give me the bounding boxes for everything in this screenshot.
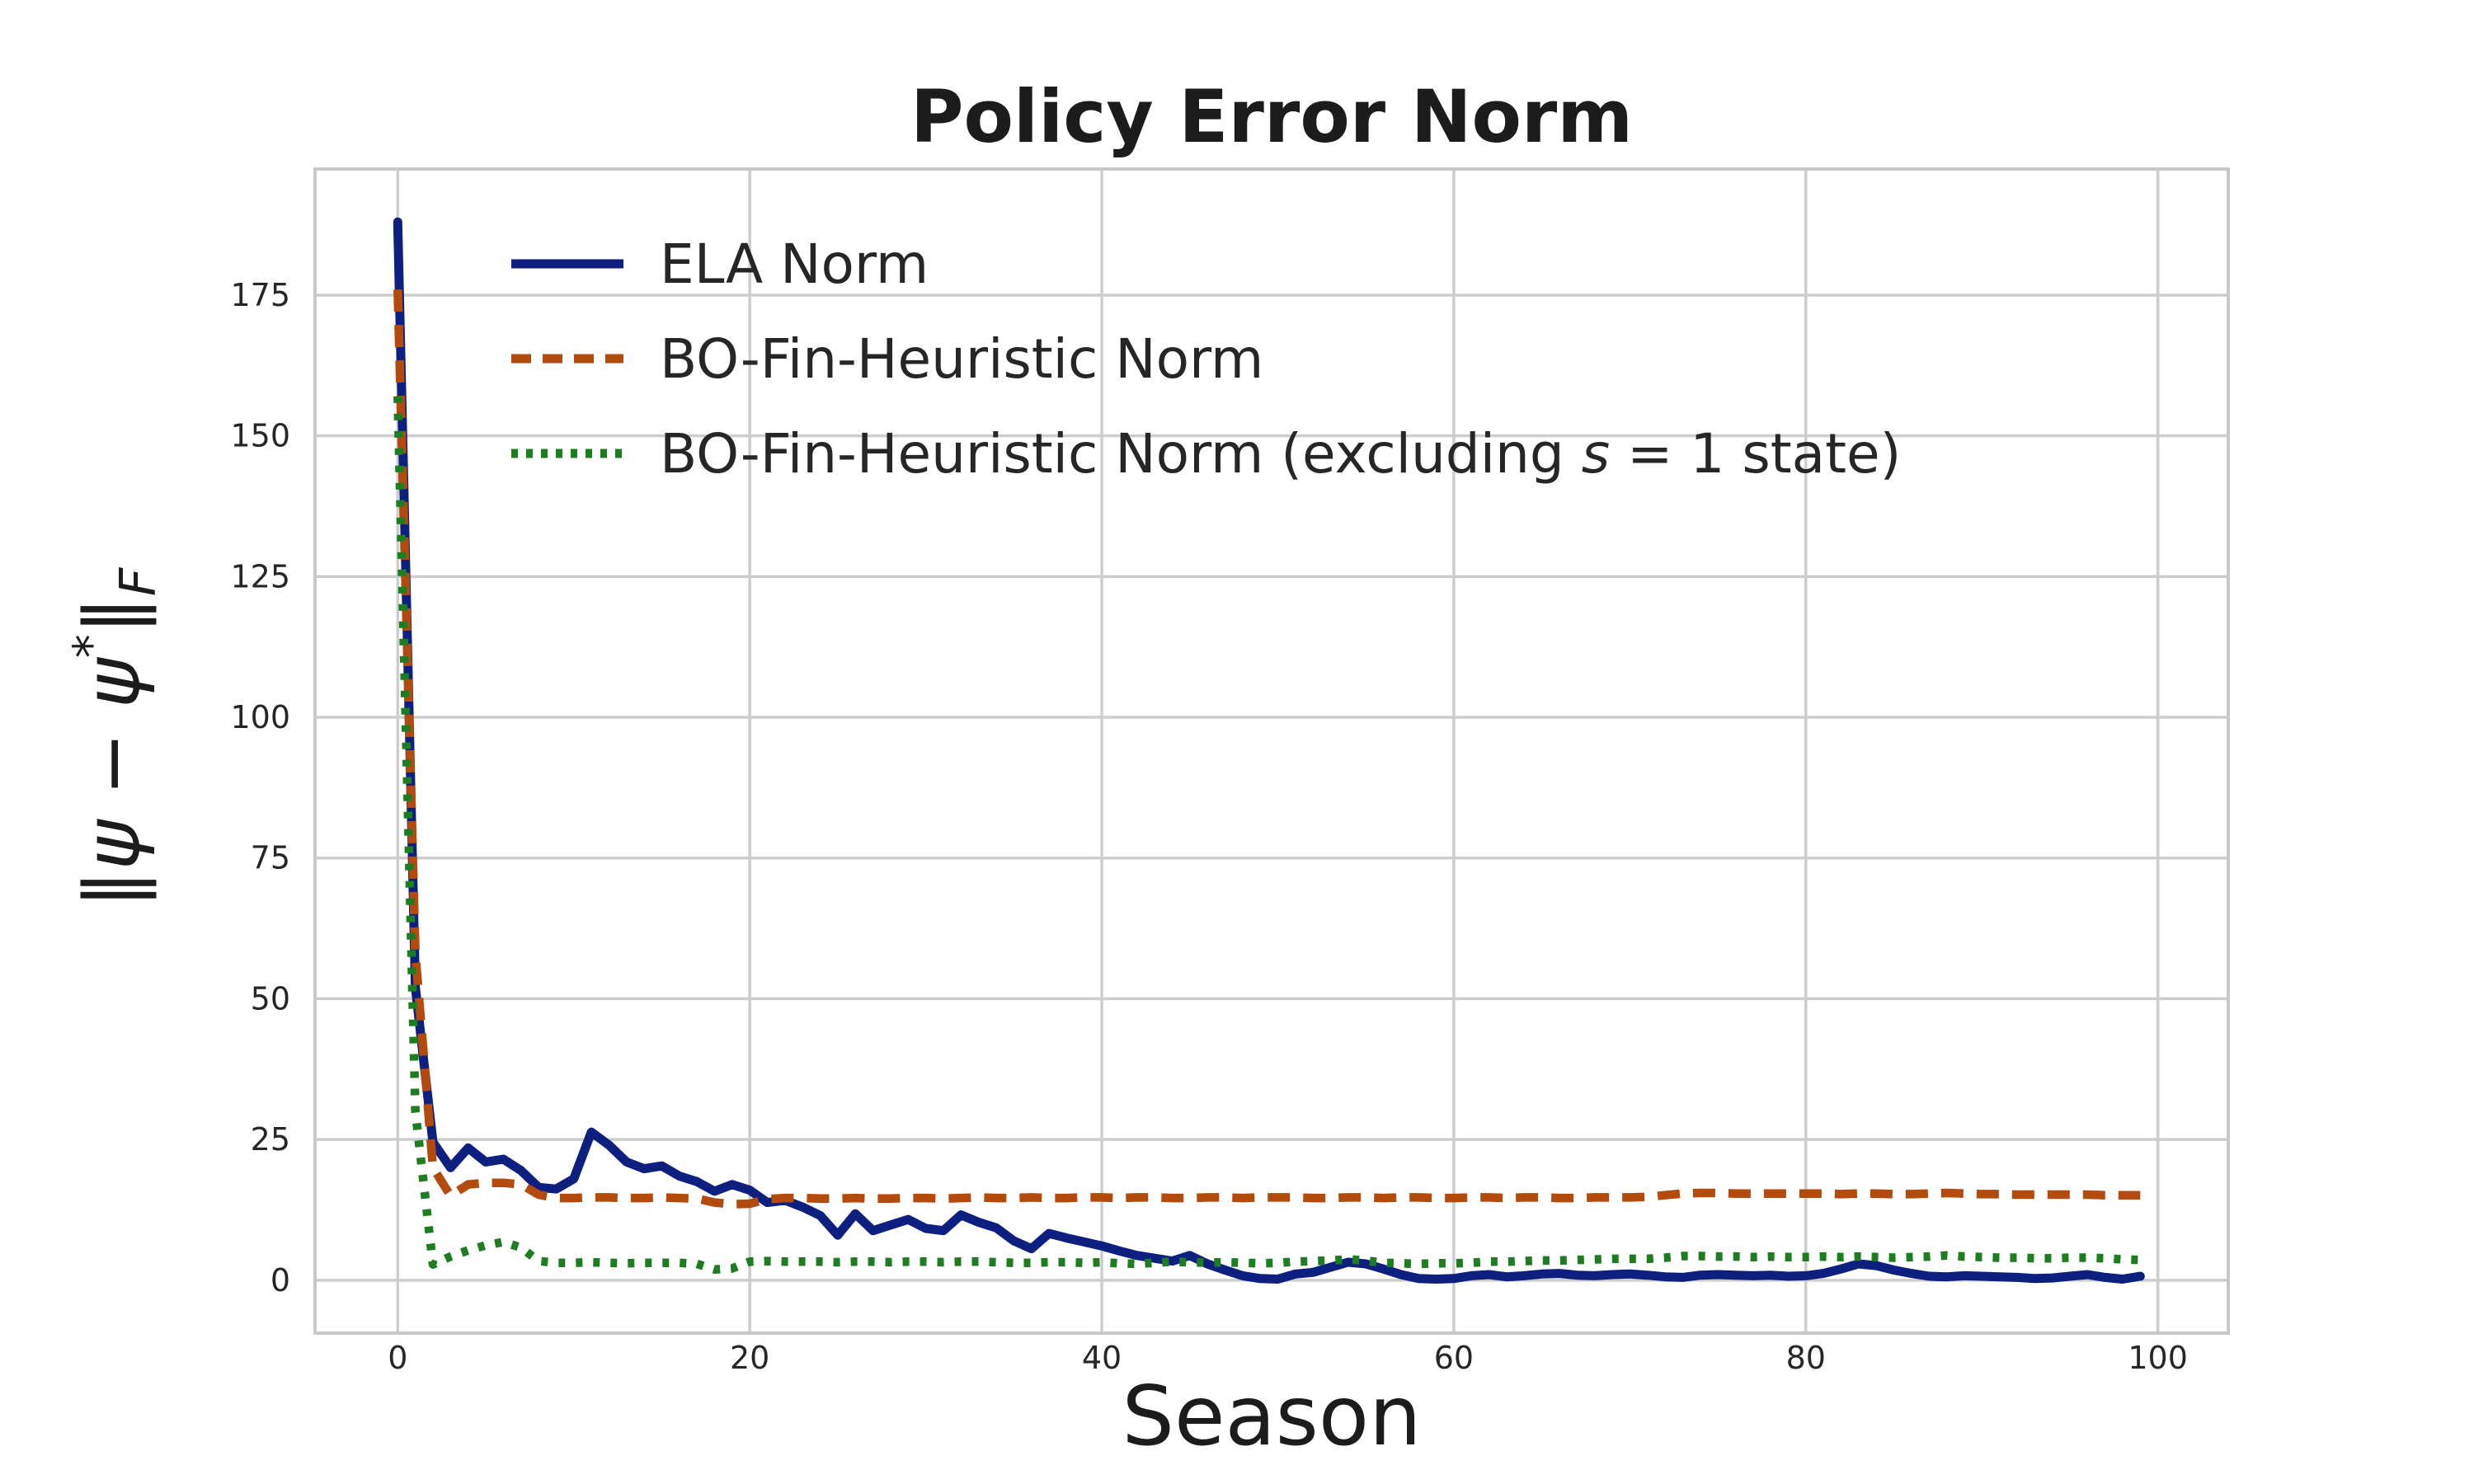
y-axis-tick-labels: 0 25 50 75 100 125 150 175 [230, 277, 290, 1298]
plot-area [315, 169, 2228, 1333]
legend-label: BO-Fin-Heuristic Norm (excluding s = 1 s… [660, 422, 1901, 486]
legend-label: BO-Fin-Heuristic Norm [660, 327, 1263, 391]
chart-title: Policy Error Norm [910, 74, 1633, 159]
x-tick-label: 100 [2128, 1340, 2188, 1376]
y-axis-label: ‖ψ − ψ*‖F [63, 566, 167, 908]
y-tick-label: 125 [230, 558, 290, 594]
x-tick-label: 20 [730, 1340, 769, 1376]
y-tick-label: 100 [230, 699, 290, 735]
x-tick-label: 80 [1786, 1340, 1826, 1376]
x-tick-label: 40 [1082, 1340, 1122, 1376]
gridlines [315, 169, 2228, 1333]
legend-item: ELA Norm [511, 232, 929, 296]
series-line-ela [393, 217, 2145, 1284]
y-tick-label: 25 [251, 1121, 290, 1158]
x-axis-tick-labels: 0 20 40 60 80 100 [388, 1340, 2188, 1376]
legend: ELA Norm BO-Fin-Heuristic Norm BO-Fin-Heur… [511, 232, 1901, 486]
y-tick-label: 50 [251, 980, 290, 1017]
series-line-bofin-excl [393, 396, 2141, 1275]
plot-frame [313, 167, 2230, 1335]
y-tick-label: 75 [251, 840, 290, 876]
y-tick-label: 0 [270, 1262, 290, 1298]
y-tick-label: 175 [230, 277, 290, 313]
x-tick-label: 60 [1434, 1340, 1474, 1376]
x-axis-label: Season [1122, 1368, 1422, 1464]
x-tick-label: 0 [388, 1340, 407, 1376]
legend-item: BO-Fin-Heuristic Norm [511, 327, 1263, 391]
y-tick-label: 150 [230, 418, 290, 454]
series-lines [393, 217, 2145, 1284]
series-line-bofin [393, 289, 2141, 1209]
legend-item: BO-Fin-Heuristic Norm (excluding s = 1 s… [511, 422, 1901, 486]
legend-label: ELA Norm [660, 232, 929, 296]
